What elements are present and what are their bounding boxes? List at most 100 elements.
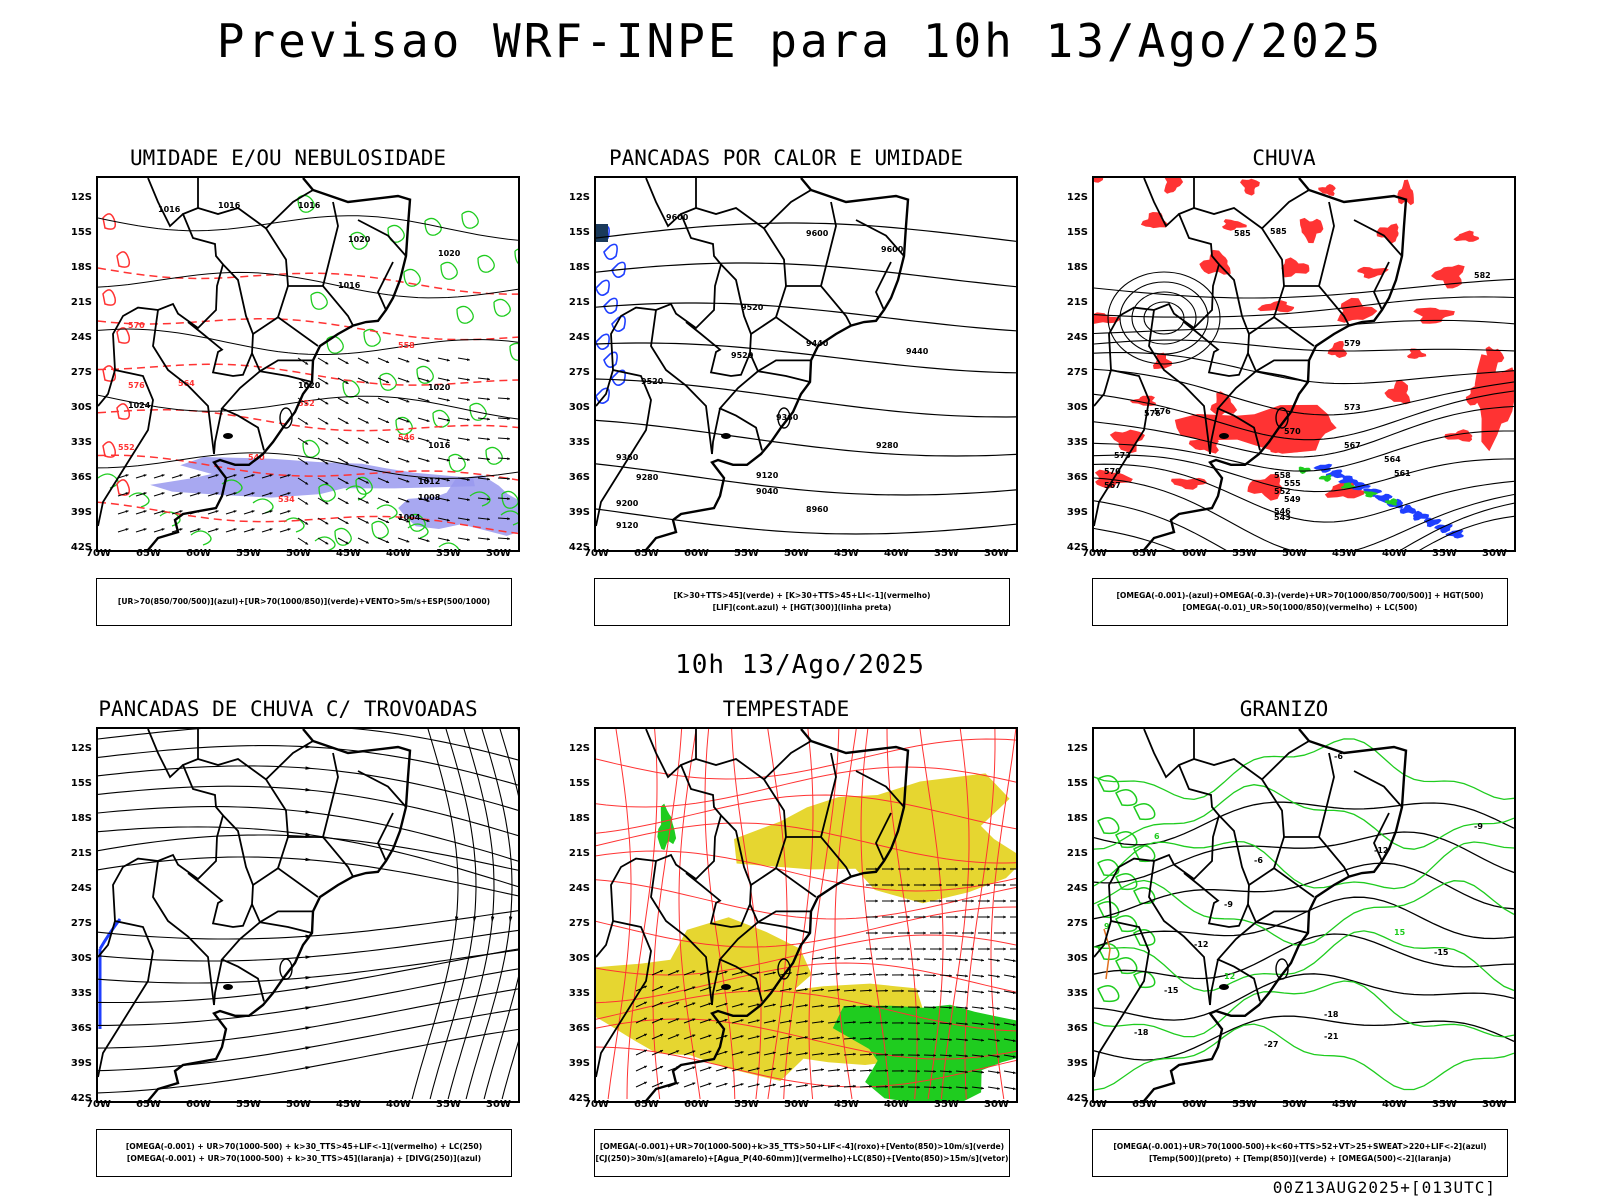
temp850-contour — [1094, 980, 1514, 1038]
streamlines — [411, 729, 518, 1100]
contour-label: 1020 — [438, 249, 461, 258]
geopotential-500-contour — [1094, 430, 1514, 472]
coastline-and-borders — [596, 178, 910, 550]
rain-omega-area — [1444, 429, 1473, 442]
latitude-tick-label: 27S — [70, 918, 92, 929]
legend-line: [UR>70(850/700/500)](azul)+[UR>70(1000/8… — [117, 597, 491, 606]
legend-line: [K>30+TTS>45](verde) + [K>30+TTS>45+LI<-… — [673, 591, 931, 600]
rh-low-contour — [469, 402, 487, 421]
geopotential-height-contour — [596, 262, 1016, 288]
latitude-tick-label: 36S — [70, 1023, 92, 1034]
panel-legend: [UR>70(850/700/500)](azul)+[UR>70(1000/8… — [96, 578, 512, 626]
rh-low-contour — [159, 511, 181, 527]
rh-low-contour — [350, 231, 368, 250]
contour-label: 534 — [278, 495, 295, 504]
contour-label: -27 — [1264, 1040, 1278, 1049]
contour-label: 9280 — [636, 473, 659, 482]
rain-omega-area — [1257, 300, 1295, 313]
panel-legend: [OMEGA(-0.001)+UR>70(1000-500)+k<60+TTS>… — [1092, 1129, 1508, 1177]
geopotential-500-contour — [1094, 296, 1514, 318]
rh-low-contour — [493, 298, 511, 317]
longitude-tick-label: 45W — [1332, 1099, 1357, 1110]
latitude-tick-label: 21S — [70, 848, 92, 859]
temp850-contour — [1133, 845, 1156, 863]
main-title: Previsao WRF-INPE para 10h 13/Ago/2025 — [216, 14, 1384, 68]
rain-omega-area — [1210, 391, 1238, 416]
latitude-tick-label: 12S — [568, 192, 590, 203]
contour-label: 9440 — [906, 347, 929, 356]
contour-label: 579 — [1344, 339, 1361, 348]
panel-title: UMIDADE E/OU NEBULOSIDADE — [129, 146, 447, 170]
contour-label: 564 — [1384, 455, 1401, 464]
latitude-tick-label: 36S — [568, 472, 590, 483]
latitude-tick-label: 39S — [70, 507, 92, 518]
contour-label: 585 — [1270, 227, 1287, 236]
longitude-tick-label: 55W — [734, 1099, 759, 1110]
longitude-tick-label: 30W — [486, 1099, 511, 1110]
latitude-tick-label: 27S — [568, 367, 590, 378]
legend-line: [OMEGA(-0.001)+UR>70(1000-500)+k<60+TTS>… — [1113, 1142, 1487, 1151]
latitude-tick-label: 21S — [1066, 848, 1088, 859]
omega-blue-area — [1313, 463, 1333, 473]
latitude-tick-label: 24S — [1066, 332, 1088, 343]
thickness-contour — [98, 267, 518, 295]
latitude-tick-label: 39S — [568, 507, 590, 518]
latitude-tick-label: 15S — [1066, 778, 1088, 789]
contour-label: 552 — [118, 443, 135, 452]
latitude-tick-label: 24S — [70, 883, 92, 894]
red-humidity-contour — [102, 441, 117, 458]
rh-low-contour — [334, 527, 352, 546]
latitude-tick-label: 12S — [1066, 192, 1088, 203]
omega-green-area — [1318, 474, 1332, 482]
geopotential-500-contour — [1094, 454, 1514, 493]
red-humidity-contour — [116, 327, 131, 344]
precipitable-water-contour — [652, 729, 683, 1100]
longitude-tick-label: 45W — [336, 1099, 361, 1110]
rain-omega-area — [1384, 380, 1411, 405]
contour-label: -12 — [1194, 940, 1208, 949]
temp850-contour — [1094, 738, 1514, 801]
geopotential-height-contour — [596, 463, 1016, 496]
coastline-and-borders — [98, 729, 412, 1101]
rain-omega-area — [1318, 184, 1336, 196]
map-area: 9600 9600 9600 9520 9520 9520 9440 9440 9360 9360… — [594, 176, 1018, 552]
run-timestamp: 00Z13AUG2025+[013UTC] — [1272, 1178, 1496, 1197]
geopotential-500-contour — [1094, 339, 1514, 352]
panel-title: TEMPESTADE — [722, 697, 850, 721]
rh-low-contour — [221, 479, 243, 495]
humidity-blue-band — [150, 457, 475, 498]
red-humidity-contour — [102, 289, 117, 306]
rh-low-contour — [438, 542, 460, 550]
rh-low-contour — [461, 210, 479, 229]
longitude-tick-label: 65W — [136, 1099, 161, 1110]
thickness-contour — [98, 454, 518, 481]
rain-omega-area — [1474, 354, 1514, 452]
longitude-tick-label: 45W — [1332, 548, 1357, 559]
temp850-contour — [1097, 901, 1120, 919]
rain-omega-area — [1431, 264, 1465, 289]
longitude-tick-label: 60W — [186, 1099, 211, 1110]
contour-label: -9 — [1474, 822, 1483, 831]
latitude-tick-label: 12S — [568, 743, 590, 754]
precipitable-water-contour — [596, 794, 1016, 834]
contour-label: 1016 — [218, 201, 241, 210]
panel-legend: [OMEGA(-0.001)+UR>70(1000-500)+k>35_TTS>… — [594, 1129, 1010, 1177]
geopotential-500-contour — [1094, 500, 1514, 550]
temp850-contour — [1097, 775, 1120, 793]
geopotential-height-contour — [596, 222, 1016, 242]
precipitable-water-contour — [626, 729, 658, 1100]
temp850-contour — [1094, 840, 1514, 890]
rain-omega-area — [1327, 341, 1348, 358]
precipitable-water-contour — [596, 906, 1016, 948]
legend-line: [Temp(500)](preto) + [Temp(850)](verde) … — [1148, 1154, 1452, 1163]
contour-label: -6 — [1334, 752, 1343, 761]
coastline-and-borders — [596, 729, 910, 1101]
latitude-axis: 12S 15S 18S 21S 24S 27S 30S 33S 36S 39S 42S — [556, 727, 592, 1104]
geopotential-500-contour — [1094, 463, 1514, 523]
omega-green-area — [1340, 482, 1356, 489]
longitude-tick-label: 45W — [834, 1099, 859, 1110]
temp850-contour — [1094, 879, 1514, 946]
contour-label: 576 — [1154, 407, 1171, 416]
latitude-tick-label: 18S — [568, 262, 590, 273]
latitude-tick-label: 30S — [70, 402, 92, 413]
